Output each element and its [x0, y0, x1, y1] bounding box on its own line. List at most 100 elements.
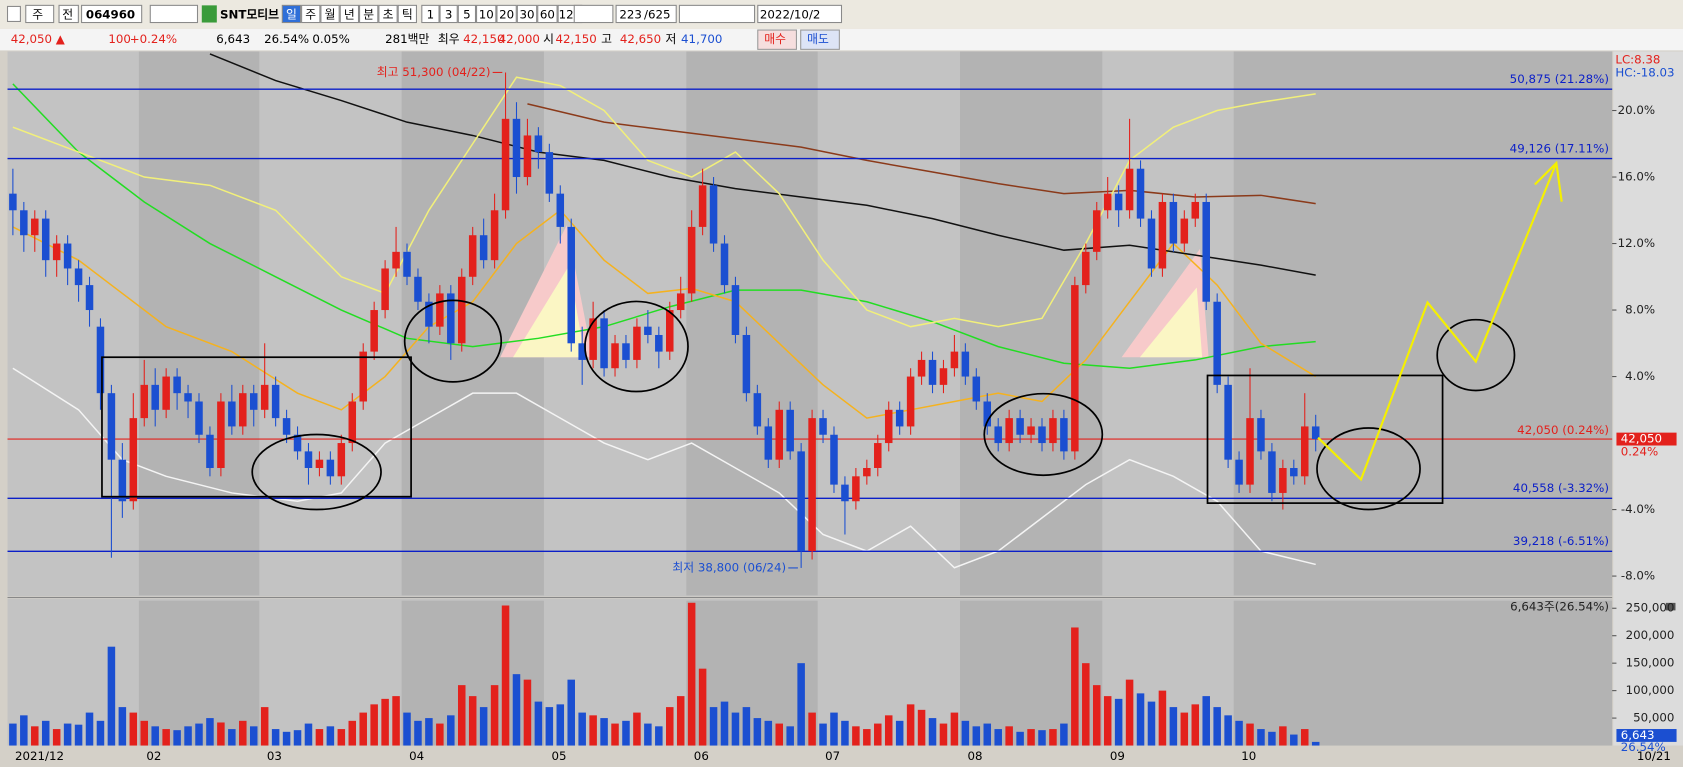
- period[interactable]: 년: [344, 8, 355, 22]
- open: 42,150: [555, 32, 596, 46]
- volume-bar: [556, 704, 565, 746]
- interval[interactable]: 10: [479, 8, 494, 22]
- period[interactable]: 일: [286, 8, 297, 22]
- tool-icons[interactable]: [678, 4, 756, 24]
- candle-body: [1279, 468, 1287, 493]
- volume-bar: [425, 718, 433, 746]
- buy[interactable]: 매수: [764, 32, 786, 46]
- interval-button[interactable]: [537, 4, 558, 24]
- sell-button[interactable]: [800, 29, 840, 50]
- candle-body: [644, 326, 652, 335]
- combo[interactable]: [573, 4, 614, 24]
- buy-button[interactable]: [757, 29, 797, 50]
- volume-bar: [709, 707, 718, 746]
- candle-body: [983, 401, 992, 427]
- candle-body: [490, 210, 499, 261]
- y-tick-label: -4.0%: [1621, 502, 1655, 516]
- candle-body: [1169, 201, 1178, 244]
- candle-body: [753, 393, 762, 427]
- volume-bar: [655, 726, 663, 746]
- period[interactable]: 틱: [402, 8, 413, 22]
- price-line-label: 39,218 (-6.51%): [1513, 534, 1609, 548]
- date-box[interactable]: [757, 4, 843, 24]
- interval-button[interactable]: [476, 4, 497, 24]
- volume-bar: [414, 720, 422, 746]
- candle-body: [808, 418, 816, 552]
- interval[interactable]: 5: [463, 8, 471, 22]
- box-drawing: [1206, 374, 1444, 504]
- interval[interactable]: 3: [445, 8, 453, 22]
- interval-button[interactable]: [496, 4, 517, 24]
- period[interactable]: 분: [363, 8, 374, 22]
- sell[interactable]: 매도: [807, 32, 829, 46]
- y-tick-label: 16.0%: [1618, 170, 1655, 184]
- candle-body: [1060, 418, 1068, 452]
- candle-body: [392, 251, 400, 269]
- period[interactable]: 주: [305, 8, 316, 22]
- date[interactable]: 2022/10/2: [760, 8, 821, 22]
- period-button[interactable]: [301, 4, 321, 24]
- volume-bar: [326, 726, 335, 746]
- forecast-arrow: [1317, 162, 1558, 482]
- period-button[interactable]: [397, 4, 417, 24]
- volume-bar: [1169, 707, 1178, 746]
- volume-bar: [720, 701, 729, 746]
- count: 223: [619, 8, 642, 22]
- period-button[interactable]: [359, 4, 379, 24]
- period[interactable]: 월: [325, 8, 336, 22]
- period-button[interactable]: [378, 4, 398, 24]
- volume-bar: [173, 730, 181, 746]
- candle-body: [1147, 218, 1156, 269]
- pane-icon[interactable]: [1665, 602, 1676, 611]
- volume-bar: [1125, 679, 1134, 746]
- volume-bar: [589, 715, 597, 746]
- period[interactable]: 초: [383, 8, 394, 22]
- candle-body: [764, 426, 773, 460]
- interval-button[interactable]: [421, 4, 440, 24]
- candle-body: [85, 285, 94, 311]
- code-input[interactable]: [81, 4, 143, 24]
- low-label: 저: [665, 32, 676, 46]
- candle-body: [184, 393, 192, 402]
- new-icon[interactable]: [201, 5, 217, 23]
- interval-button[interactable]: [457, 4, 477, 24]
- amount: 281백만: [385, 32, 429, 46]
- open-label: 시: [543, 32, 554, 46]
- candle-body: [698, 185, 707, 227]
- candle-body: [425, 301, 433, 327]
- code[interactable]: 064960: [86, 8, 135, 22]
- volume-bar: [512, 674, 521, 746]
- candle-body: [731, 285, 740, 335]
- interval-button[interactable]: [439, 4, 458, 24]
- interval[interactable]: 30: [520, 8, 535, 22]
- interval[interactable]: 1: [427, 8, 435, 22]
- interval[interactable]: 20: [499, 8, 514, 22]
- mode-button[interactable]: [58, 4, 79, 24]
- volume-bar: [217, 722, 225, 746]
- candle-body: [1071, 285, 1079, 452]
- price-line-label: 49,126 (17.11%): [1510, 141, 1609, 155]
- arrow-head: [1534, 160, 1563, 202]
- interval-button[interactable]: [516, 4, 538, 24]
- change: 100: [108, 32, 131, 46]
- volume-bar: [1235, 720, 1243, 746]
- period-button[interactable]: [339, 4, 360, 24]
- candle-body: [819, 418, 827, 435]
- candle-body: [1027, 426, 1035, 435]
- candle-body: [337, 443, 346, 477]
- volume-bar: [293, 730, 302, 746]
- plot: 50,875 (21.28%) 49,126 (17.11%) 40,558 (-3…: [7, 53, 1613, 746]
- icon[interactable]: [6, 5, 21, 22]
- candle-body: [228, 401, 236, 427]
- candle-body: [359, 351, 367, 402]
- search-icons[interactable]: [149, 4, 199, 24]
- market[interactable]: 주: [32, 8, 43, 22]
- y-tick-label: 200,000: [1626, 628, 1675, 642]
- volume-bar: [600, 718, 608, 746]
- market-select[interactable]: [25, 4, 55, 24]
- volume-bar: [1311, 741, 1320, 746]
- period-button[interactable]: [320, 4, 340, 24]
- period-button[interactable]: [281, 4, 302, 24]
- mode[interactable]: 전: [62, 8, 73, 22]
- interval[interactable]: 60: [540, 8, 555, 22]
